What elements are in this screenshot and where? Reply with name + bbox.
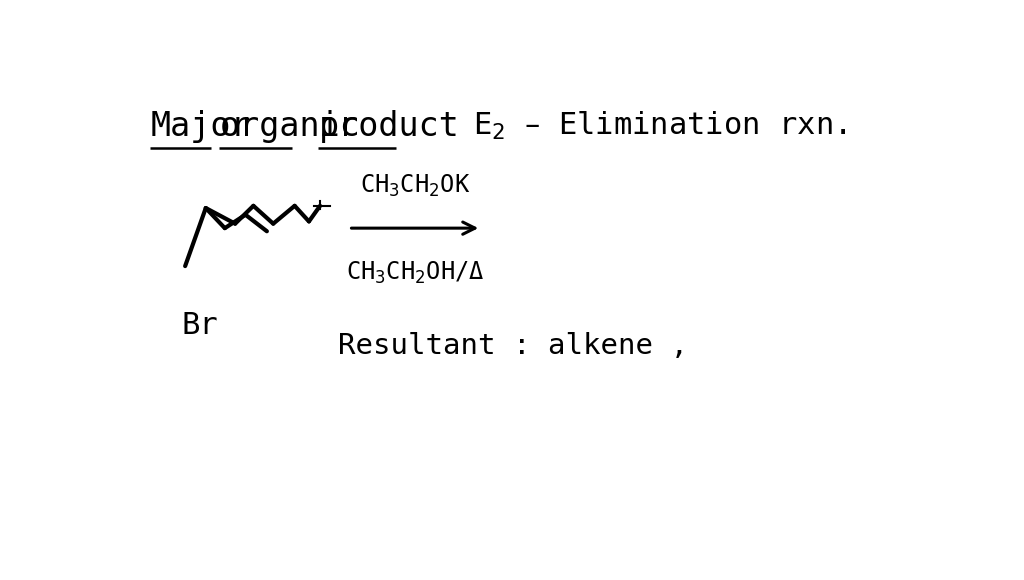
- Text: organic: organic: [219, 110, 360, 143]
- Text: product: product: [318, 110, 460, 143]
- Text: Resultant : alkene ,: Resultant : alkene ,: [338, 332, 688, 361]
- Text: Major: Major: [151, 110, 251, 143]
- Text: CH$_3$CH$_2$OK: CH$_3$CH$_2$OK: [360, 173, 470, 199]
- Text: Br: Br: [181, 311, 218, 340]
- Text: E$_2$ – Elimination rxn.: E$_2$ – Elimination rxn.: [473, 110, 847, 142]
- Text: CH$_3$CH$_2$OH/Δ: CH$_3$CH$_2$OH/Δ: [346, 259, 484, 285]
